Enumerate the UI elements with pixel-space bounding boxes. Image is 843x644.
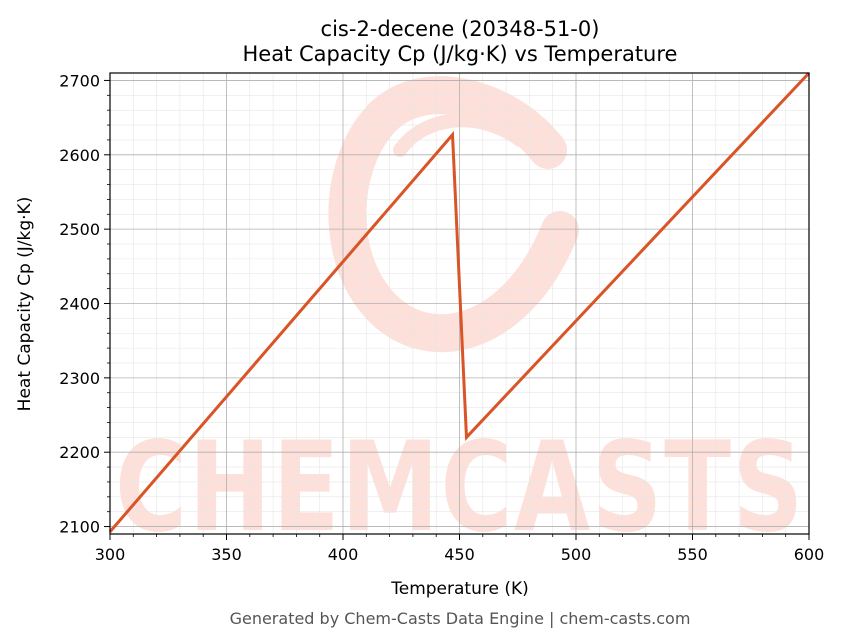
y-axis-label: Heat Capacity Cp (J/kg·K) (15, 197, 35, 412)
y-tick-label: 2700 (59, 71, 100, 90)
y-tick-label: 2600 (59, 146, 100, 165)
y-tick-label: 2300 (59, 369, 100, 388)
chart-title: cis-2-decene (20348-51-0) (321, 17, 600, 41)
x-tick-label: 450 (444, 545, 475, 564)
y-axis-ticks: 2100 2200 2300 2400 2500 2600 2700 (59, 71, 110, 537)
x-axis-label: Temperature (K) (390, 579, 529, 599)
x-tick-label: 500 (561, 545, 592, 564)
x-axis-ticks: 300 350 400 450 500 550 600 (95, 534, 825, 564)
chart-subtitle: Heat Capacity Cp (J/kg·K) vs Temperature (243, 42, 678, 66)
y-tick-label: 2100 (59, 518, 100, 537)
x-tick-label: 400 (328, 545, 359, 564)
y-tick-label: 2500 (59, 220, 100, 239)
watermark-swirl (328, 76, 579, 353)
y-tick-label: 2400 (59, 295, 100, 314)
series-line (108, 71, 811, 533)
y-tick-label: 2200 (59, 443, 100, 462)
watermark-logo (328, 76, 579, 353)
x-tick-label: 300 (95, 545, 126, 564)
footer-credit: Generated by Chem-Casts Data Engine | ch… (230, 609, 691, 628)
x-tick-label: 350 (211, 545, 242, 564)
x-tick-label: 550 (677, 545, 708, 564)
x-tick-label: 600 (794, 545, 825, 564)
watermark-swirl-inner (393, 113, 527, 157)
